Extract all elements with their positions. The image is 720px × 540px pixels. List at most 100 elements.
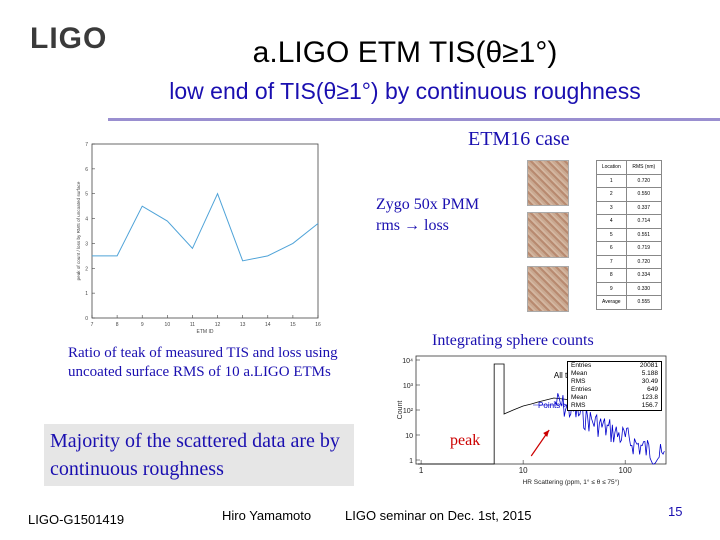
case-label: ETM16 case: [468, 128, 570, 150]
y-tick-label: 3: [85, 241, 88, 247]
x-tick-label: 9: [141, 322, 144, 328]
y-tick-label: 5: [85, 192, 88, 198]
table-cell: 8: [596, 268, 627, 283]
surface-map-image: [527, 160, 569, 206]
table-row: 7 0.720: [596, 254, 663, 269]
stats-row: RMS 30.49: [568, 378, 661, 386]
table-row: 8 0.334: [596, 268, 663, 283]
y-tick-label: 6: [85, 167, 88, 173]
y-tick-label: 7: [85, 142, 88, 148]
y-tick-label: 10: [405, 433, 413, 440]
stats-row: Entries 649: [568, 386, 661, 394]
zygo-label: Zygo 50x PMM rms → loss: [376, 194, 479, 236]
table-row: Average 0.555: [596, 295, 663, 310]
slide-title: a.LIGO ETM TIS(θ≥1°): [252, 36, 558, 69]
table-row: 4 0.714: [596, 214, 663, 229]
table-cell: 0.550: [625, 187, 663, 202]
zygo-line-2: rms → loss: [376, 217, 449, 234]
rms-table-header: Location: [596, 160, 627, 175]
x-tick-label: 8: [116, 322, 119, 328]
table-row: 2 0.550: [596, 187, 663, 202]
stats-key: Mean: [571, 394, 588, 401]
x-tick-label: 100: [619, 466, 633, 475]
table-row: 6 0.719: [596, 241, 663, 256]
page-number: 15: [668, 504, 683, 519]
table-cell: 3: [596, 200, 627, 215]
stats-key: Mean: [571, 370, 588, 377]
table-cell: 1: [596, 173, 627, 188]
y-tick-label: 2: [85, 266, 88, 272]
x-tick-label: 7: [91, 322, 94, 328]
stats-key: RMS: [571, 378, 586, 385]
x-tick-label: 15: [290, 322, 296, 328]
ligo-logo: LIGO: [30, 22, 108, 55]
stats-key: RMS: [571, 402, 586, 409]
sphere-counts-label: Integrating sphere counts: [432, 332, 594, 349]
table-cell: Average: [596, 295, 627, 310]
table-cell: 0.330: [625, 281, 663, 296]
x-axis-label: HR Scattering (ppm, 1° ≤ θ ≤ 75°): [523, 478, 620, 486]
majority-callout: Majority of the scattered data are by co…: [44, 424, 354, 486]
stats-row: Mean 123.8: [568, 394, 661, 402]
plot-frame: [91, 143, 319, 319]
x-tick-label: 13: [240, 322, 246, 328]
seminar-info: LIGO seminar on Dec. 1st, 2015: [345, 508, 532, 523]
surface-map-image: [527, 266, 569, 312]
table-cell: 0.719: [625, 241, 663, 256]
y-tick-label: 10³: [403, 383, 414, 390]
histogram-stats-box: Entries 20081 Mean 5.188 RMS 30.49 Entries 649 M…: [567, 361, 662, 411]
series-all-points: [418, 363, 572, 465]
stats-row: Mean 5.188: [568, 370, 661, 378]
stats-key: Entries: [571, 362, 592, 369]
y-axis-label: Count: [397, 401, 404, 420]
stats-key: Entries: [571, 386, 592, 393]
document-id: LIGO-G1501419: [28, 512, 125, 527]
stats-value: 5.188: [641, 370, 658, 377]
y-tick-label: 10²: [403, 408, 414, 415]
peak-arrow-head: [543, 430, 550, 437]
x-tick-label: 16: [315, 322, 321, 328]
ratio-description: Ratio of teak of measured TIS and loss u…: [68, 345, 338, 380]
stats-value: 20081: [639, 362, 658, 369]
table-row: 1 0.720: [596, 173, 663, 188]
stats-value: 30.49: [641, 378, 658, 385]
x-tick-label: 12: [215, 322, 221, 328]
y-tick-label: 1: [85, 291, 88, 297]
zygo-line-1: Zygo 50x PMM: [376, 196, 480, 213]
x-tick-label: 10: [165, 322, 171, 328]
rms-table: Location RMS (nm) 1 0.720 2 0.550 3 0.337 4 0.71…: [596, 160, 663, 310]
title-divider: [108, 118, 720, 121]
series-line: [92, 192, 319, 262]
y-tick-label: 0: [85, 316, 88, 322]
peak-label: peak: [450, 432, 481, 449]
stats-value: 156.7: [641, 402, 658, 409]
table-cell: 6: [596, 241, 627, 256]
table-cell: 4: [596, 214, 627, 229]
table-cell: 2: [596, 187, 627, 202]
author: Hiro Yamamoto: [222, 508, 312, 523]
x-tick-label: 14: [265, 322, 271, 328]
surface-map-image: [527, 212, 569, 258]
table-cell: 7: [596, 254, 627, 269]
table-cell: 0.334: [625, 268, 663, 283]
table-cell: 9: [596, 281, 627, 296]
slide-subtitle: low end of TIS(θ≥1°) by continuous rough…: [169, 78, 641, 104]
stats-value: 123.8: [641, 394, 658, 401]
table-row: 5 0.551: [596, 227, 663, 242]
x-tick-label: 10: [519, 466, 528, 475]
table-cell: 0.337: [625, 200, 663, 215]
y-tick-label: 10⁴: [402, 358, 413, 365]
x-tick-label: 1: [419, 466, 424, 475]
table-cell: 0.720: [625, 254, 663, 269]
y-tick-label: 1: [409, 458, 413, 465]
table-cell: 0.714: [625, 214, 663, 229]
x-tick-label: 11: [190, 322, 195, 328]
table-cell: 0.720: [625, 173, 663, 188]
table-row: 9 0.330: [596, 281, 663, 296]
table-cell: 0.551: [625, 227, 663, 242]
y-tick-label: 4: [85, 217, 88, 223]
y-axis-label: peak of count / loss by RMS of uncoated …: [76, 181, 81, 280]
x-axis-label: ETM ID: [197, 329, 214, 335]
table-cell: 5: [596, 227, 627, 242]
